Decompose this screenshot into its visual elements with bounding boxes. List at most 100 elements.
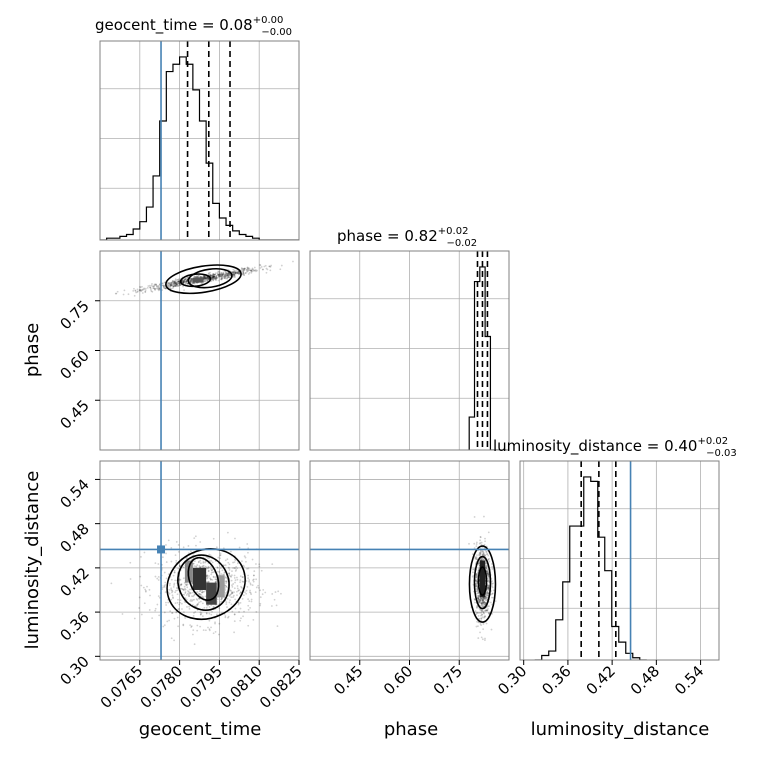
sample-point bbox=[144, 589, 147, 592]
sample-point bbox=[186, 279, 188, 281]
sample-point bbox=[206, 577, 208, 580]
sample-point bbox=[212, 276, 215, 279]
sample-point bbox=[244, 272, 247, 275]
sample-point bbox=[215, 276, 218, 279]
sample-point bbox=[162, 286, 165, 289]
sample-point bbox=[233, 620, 236, 623]
sample-point bbox=[480, 602, 483, 605]
sample-point bbox=[171, 612, 174, 614]
sample-point bbox=[183, 279, 186, 282]
sample-point bbox=[475, 541, 478, 544]
sample-point bbox=[215, 277, 218, 280]
sample-point bbox=[173, 282, 176, 284]
sample-point bbox=[475, 545, 478, 548]
sample-point bbox=[178, 282, 180, 285]
sample-point bbox=[252, 574, 255, 577]
sample-point bbox=[190, 588, 193, 591]
sample-point bbox=[218, 607, 221, 610]
sample-point bbox=[154, 287, 157, 290]
sample-point bbox=[232, 596, 235, 599]
sample-point bbox=[248, 269, 251, 271]
sample-point bbox=[487, 558, 490, 561]
sample-point bbox=[482, 601, 484, 604]
sample-point bbox=[247, 551, 249, 554]
contour-0 bbox=[477, 566, 488, 596]
sample-point bbox=[479, 608, 481, 611]
sample-point bbox=[223, 277, 226, 280]
sample-point bbox=[475, 558, 478, 560]
sample-point bbox=[205, 276, 208, 278]
sample-point bbox=[153, 287, 156, 290]
sample-point bbox=[484, 537, 486, 540]
sample-point bbox=[252, 269, 255, 272]
sample-point bbox=[157, 284, 160, 287]
sample-point bbox=[478, 600, 481, 603]
sample-point bbox=[208, 566, 210, 569]
sample-point bbox=[255, 269, 257, 271]
sample-point bbox=[171, 284, 174, 286]
sample-point bbox=[226, 273, 229, 275]
sample-point bbox=[121, 613, 124, 615]
sample-point bbox=[250, 270, 253, 273]
sample-point bbox=[492, 589, 495, 592]
sample-point bbox=[158, 614, 161, 617]
sample-point bbox=[476, 587, 479, 590]
sample-point bbox=[223, 276, 226, 279]
sample-point bbox=[249, 592, 252, 594]
sample-point bbox=[193, 560, 196, 563]
sample-point bbox=[174, 602, 177, 605]
sample-point bbox=[195, 598, 198, 600]
sample-point bbox=[478, 618, 481, 620]
sample-point bbox=[156, 577, 159, 580]
sample-point bbox=[213, 275, 215, 277]
sample-point bbox=[202, 561, 205, 564]
sample-point bbox=[216, 273, 219, 275]
sample-point bbox=[220, 275, 223, 278]
sample-point bbox=[260, 569, 263, 572]
sample-point bbox=[248, 591, 251, 594]
sample-point bbox=[164, 287, 167, 289]
sample-point bbox=[231, 584, 233, 587]
sample-point bbox=[165, 601, 167, 604]
sample-point bbox=[486, 572, 489, 575]
sample-point bbox=[219, 600, 222, 603]
sample-point bbox=[242, 267, 245, 270]
sample-point bbox=[221, 274, 223, 277]
sample-point bbox=[226, 274, 229, 276]
sample-point bbox=[473, 568, 475, 571]
sample-point bbox=[228, 276, 231, 278]
sample-point bbox=[241, 268, 243, 271]
sample-point bbox=[237, 272, 240, 275]
sample-point bbox=[236, 271, 239, 274]
sample-point bbox=[484, 593, 487, 595]
sample-point bbox=[231, 271, 234, 274]
sample-point bbox=[178, 284, 181, 286]
sample-point bbox=[480, 597, 482, 600]
sample-point bbox=[216, 598, 219, 601]
sample-point bbox=[184, 278, 186, 281]
sample-point bbox=[198, 593, 201, 595]
sample-point bbox=[196, 604, 199, 607]
sample-point bbox=[487, 584, 490, 587]
sample-point bbox=[476, 575, 479, 578]
sample-point bbox=[480, 617, 483, 620]
sample-point bbox=[188, 588, 191, 591]
sample-point bbox=[486, 605, 489, 608]
scatter-points bbox=[110, 531, 282, 646]
sample-point bbox=[214, 272, 217, 275]
sample-point bbox=[486, 594, 489, 597]
sample-point bbox=[224, 273, 227, 276]
sample-point bbox=[180, 587, 182, 590]
sample-point bbox=[174, 282, 176, 285]
sample-point bbox=[157, 288, 159, 290]
title-phase: phase = 0.82+0.02 −0.02 bbox=[337, 226, 477, 249]
sample-point bbox=[480, 612, 483, 614]
sample-point bbox=[136, 291, 139, 293]
sample-point bbox=[236, 576, 238, 579]
sample-point bbox=[225, 271, 227, 274]
sample-point bbox=[155, 283, 158, 286]
sample-point bbox=[164, 584, 166, 586]
sample-point bbox=[203, 277, 206, 280]
sample-point bbox=[207, 273, 210, 275]
sample-point bbox=[225, 274, 228, 277]
